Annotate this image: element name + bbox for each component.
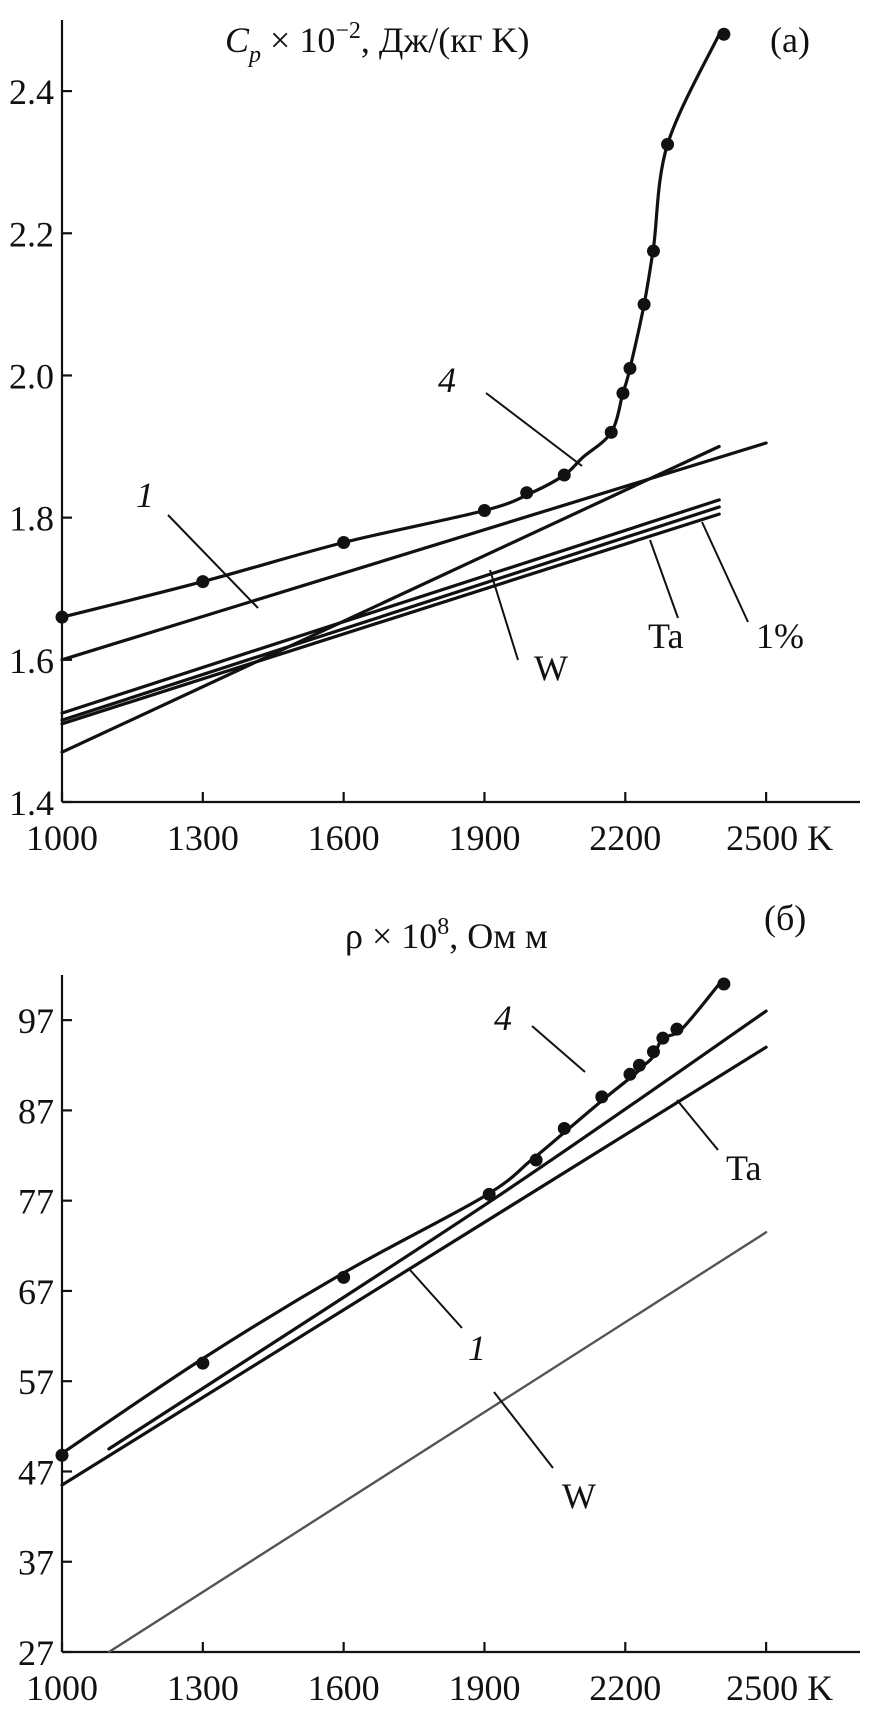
label-1-leader-b bbox=[409, 1269, 463, 1329]
series-a-0-line bbox=[60, 32, 721, 619]
y-tick-label-a-5: 2.4 bbox=[9, 72, 54, 112]
label-1-a: 1 bbox=[136, 475, 154, 515]
label-ta-leader-b bbox=[676, 1099, 719, 1151]
label-w-b: W bbox=[562, 1476, 596, 1516]
series-a-2-line bbox=[60, 444, 721, 754]
label-1pct-leader-a bbox=[701, 521, 749, 623]
label-ta-leader-a bbox=[649, 539, 679, 619]
panel-b-label: (б) bbox=[764, 898, 806, 938]
data-point-b-0 bbox=[55, 1448, 69, 1462]
panel-b-title: ρ × 108, Ом м bbox=[345, 914, 548, 956]
data-point-b-6 bbox=[595, 1090, 609, 1104]
data-point-b-3 bbox=[482, 1187, 496, 1201]
panel-b: ρ × 108, Ом м (б) 1000 1300 1600 1900 2200 25… bbox=[18, 898, 860, 1708]
series-a-5-line bbox=[60, 512, 721, 726]
y-tick-label-b-6: 87 bbox=[18, 1091, 54, 1131]
y-tick-label-b-0: 27 bbox=[18, 1633, 54, 1673]
data-point-a-5 bbox=[557, 468, 571, 482]
label-ta-b: Ta bbox=[726, 1148, 761, 1188]
series-b-2-line bbox=[60, 1045, 768, 1487]
data-point-a-8 bbox=[623, 361, 637, 375]
data-point-a-11 bbox=[661, 137, 675, 151]
panel-a-title: Cp × 10−2, Дж/(кг K) bbox=[225, 18, 530, 68]
y-tick-label-b-7: 97 bbox=[18, 1001, 54, 1041]
data-point-b-10 bbox=[656, 1031, 670, 1045]
data-point-b-9 bbox=[646, 1045, 660, 1059]
series-b-1-line bbox=[107, 1009, 768, 1451]
label-w-leader-b bbox=[493, 1391, 554, 1469]
y-tick-label-a-3: 2.0 bbox=[9, 356, 54, 396]
x-tick-label-b-2: 1600 bbox=[308, 1668, 380, 1708]
series-a-3-line bbox=[60, 498, 721, 715]
x-tick-label-b-4: 2200 bbox=[589, 1668, 661, 1708]
x-tick-label-a-0: 1000 bbox=[26, 818, 98, 858]
x-tick-label-a-5: 2500 K bbox=[726, 818, 833, 858]
y-tick-label-a-0: 1.4 bbox=[9, 783, 54, 823]
data-point-a-1 bbox=[196, 575, 210, 589]
y-tick-label-b-2: 47 bbox=[18, 1452, 54, 1492]
label-1-b: 1 bbox=[468, 1328, 486, 1368]
data-point-a-2 bbox=[337, 536, 351, 550]
series-b-3-line bbox=[107, 1231, 768, 1654]
data-point-b-1 bbox=[196, 1356, 210, 1370]
x-tick-label-a-2: 1600 bbox=[308, 818, 380, 858]
series-b-0-line bbox=[60, 982, 721, 1455]
y-tick-label-b-3: 57 bbox=[18, 1362, 54, 1402]
data-point-a-10 bbox=[646, 244, 660, 258]
x-tick-label-b-5: 2500 K bbox=[726, 1668, 833, 1708]
x-tick-label-a-3: 1900 bbox=[448, 818, 520, 858]
label-4-leader-b bbox=[531, 1025, 586, 1073]
data-point-a-12 bbox=[717, 27, 731, 41]
label-w-leader-a bbox=[489, 569, 519, 661]
label-w-a: W bbox=[534, 648, 568, 688]
data-point-b-2 bbox=[337, 1270, 351, 1284]
data-point-a-4 bbox=[520, 486, 534, 500]
panel-a-label: (a) bbox=[770, 20, 810, 60]
y-tick-label-a-1: 1.6 bbox=[9, 641, 54, 681]
x-tick-label-a-1: 1300 bbox=[167, 818, 239, 858]
data-point-b-7 bbox=[623, 1067, 637, 1081]
x-tick-label-b-0: 1000 bbox=[26, 1668, 98, 1708]
data-point-a-9 bbox=[637, 297, 651, 311]
label-4-leader-a bbox=[485, 392, 583, 467]
panel-a: Cp × 10−2, Дж/(кг K) (a) 1000 1300 1600 190… bbox=[9, 18, 860, 858]
data-point-b-11 bbox=[670, 1022, 684, 1036]
data-point-a-6 bbox=[604, 425, 618, 439]
label-ta-a: Ta bbox=[648, 616, 683, 656]
y-tick-label-b-1: 37 bbox=[18, 1543, 54, 1583]
y-tick-label-b-4: 67 bbox=[18, 1272, 54, 1312]
data-point-a-0 bbox=[55, 610, 69, 624]
data-point-b-8 bbox=[632, 1058, 646, 1072]
data-point-a-7 bbox=[616, 386, 630, 400]
data-point-b-4 bbox=[529, 1153, 543, 1167]
y-tick-label-b-5: 77 bbox=[18, 1182, 54, 1222]
series-a-4-line bbox=[60, 505, 721, 722]
label-4-b: 4 bbox=[494, 998, 512, 1038]
x-tick-label-b-1: 1300 bbox=[167, 1668, 239, 1708]
label-1pct-a: 1% bbox=[756, 616, 804, 656]
label-4-a: 4 bbox=[438, 360, 456, 400]
data-point-b-5 bbox=[557, 1121, 571, 1135]
y-tick-label-a-2: 1.8 bbox=[9, 499, 54, 539]
x-tick-label-a-4: 2200 bbox=[589, 818, 661, 858]
label-1-leader-a bbox=[167, 514, 259, 609]
y-tick-label-a-4: 2.2 bbox=[9, 214, 54, 254]
data-point-a-3 bbox=[477, 504, 491, 518]
data-point-b-12 bbox=[717, 977, 731, 991]
x-tick-label-b-3: 1900 bbox=[448, 1668, 520, 1708]
